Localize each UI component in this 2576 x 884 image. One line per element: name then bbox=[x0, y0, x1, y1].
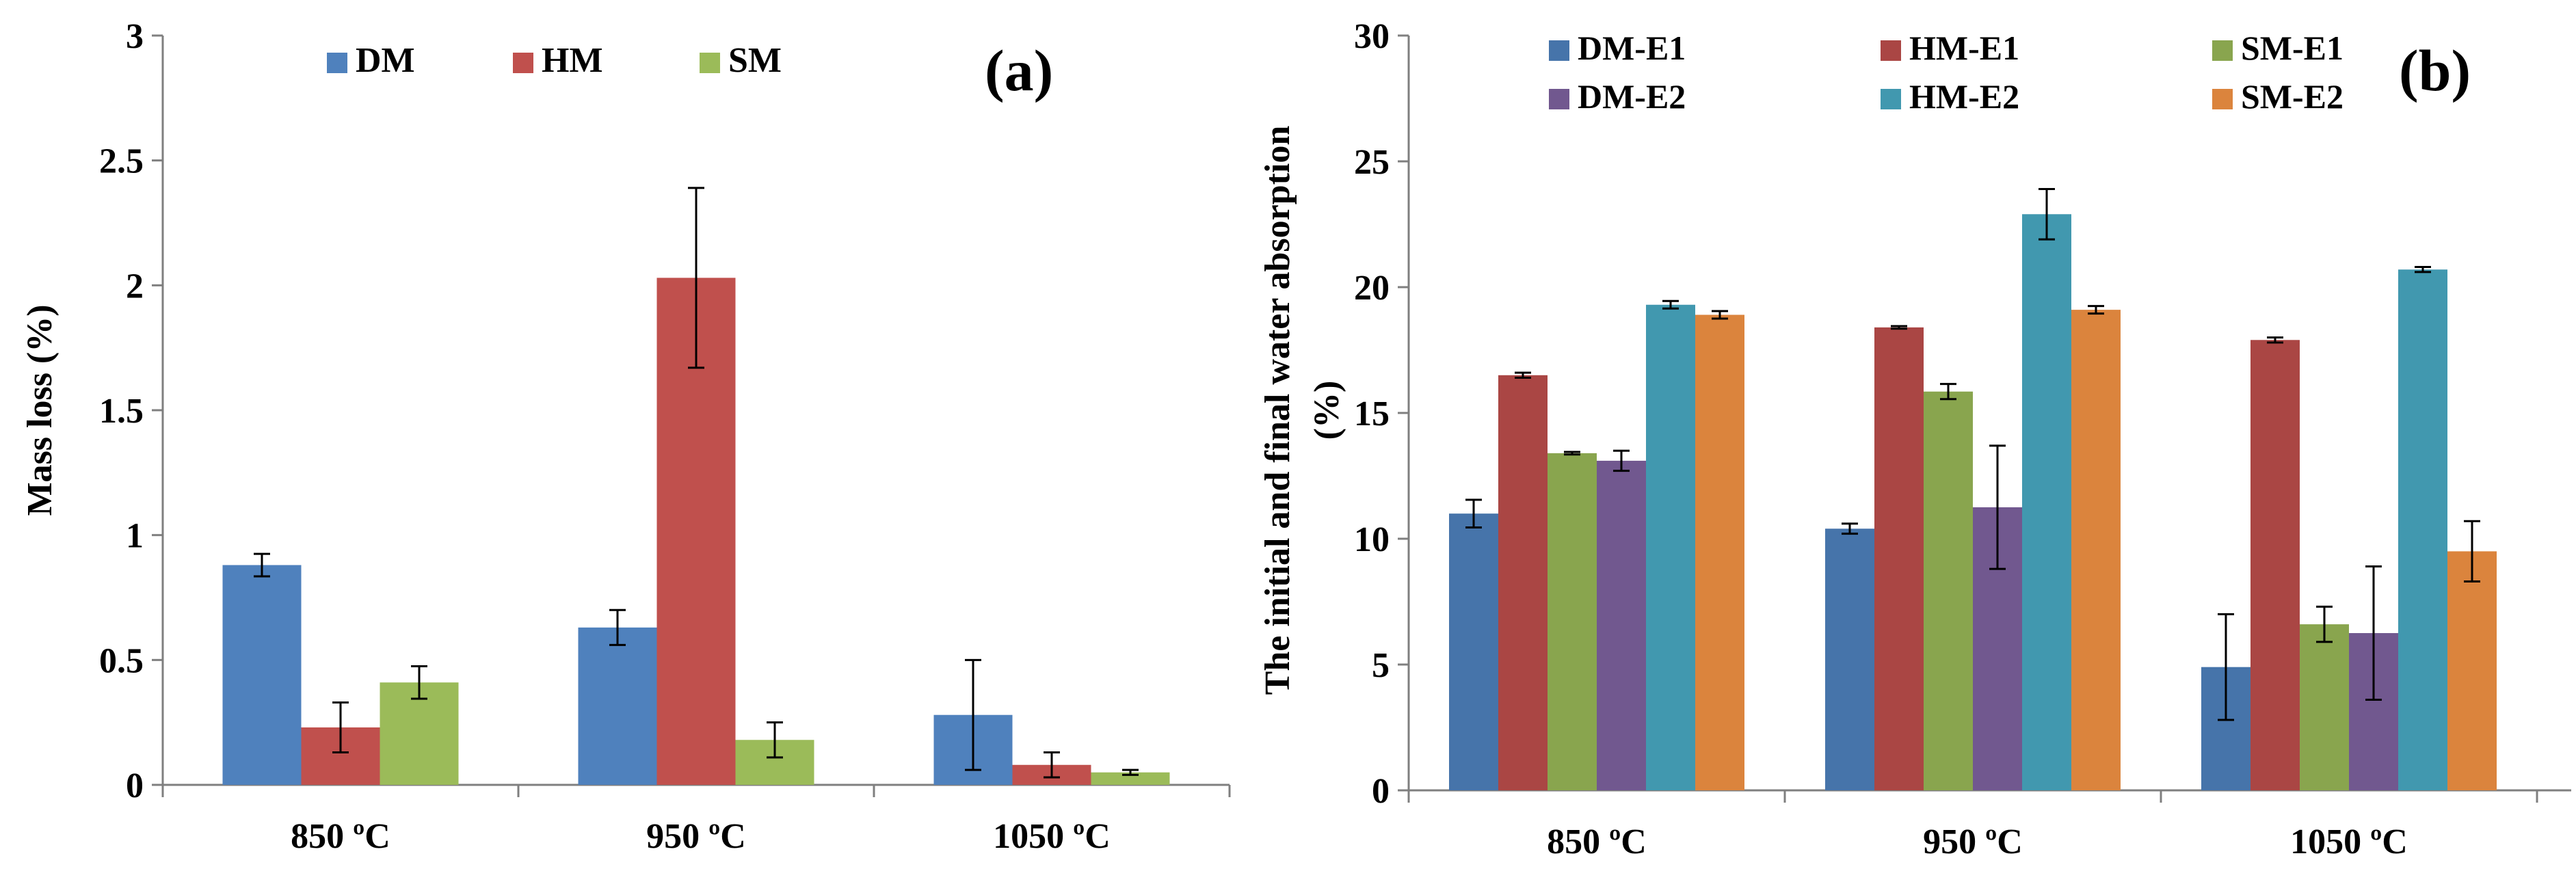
x-tick-label: 950 ºC bbox=[1923, 822, 2023, 861]
legend-swatch-sm-e2 bbox=[2212, 89, 2233, 109]
x-tick-label: 1050 ºC bbox=[993, 817, 1111, 856]
bar-hm-e2-0 bbox=[1646, 304, 1695, 790]
x-tick-label: 1050 ºC bbox=[2290, 822, 2408, 861]
legend-swatch-dm bbox=[327, 53, 347, 73]
legend-swatch-hm-e1 bbox=[1881, 40, 1901, 61]
bar-dm-e1-0 bbox=[1449, 513, 1498, 790]
bar-sm-e1-2 bbox=[2300, 624, 2349, 790]
legend-swatch-hm bbox=[513, 53, 533, 73]
legend: DM HM SM bbox=[327, 41, 782, 80]
x-tick-label: 850 ºC bbox=[291, 817, 390, 856]
bar-hm-e1-1 bbox=[1874, 327, 1924, 790]
y-tick-label: 2 bbox=[126, 267, 144, 306]
y-tick-label: 5 bbox=[1372, 646, 1390, 685]
legend-swatch-dm-e2 bbox=[1549, 89, 1569, 109]
legend-swatch-sm-e1 bbox=[2212, 40, 2233, 61]
legend-label-hm-e1: HM-E1 bbox=[1909, 29, 2019, 67]
legend-swatch-dm-e1 bbox=[1549, 40, 1569, 61]
y-tick-label: 2.5 bbox=[99, 142, 144, 181]
y-axis-title: (%) bbox=[1307, 381, 1346, 440]
y-tick-label: 1 bbox=[126, 517, 144, 556]
legend: DM-E1 HM-E1 SM-E1 DM-E2 HM-E2 SM-E2 bbox=[1549, 29, 2343, 116]
bar-sm-e2-0 bbox=[1695, 314, 1744, 791]
y-axis-title: Mass loss (%) bbox=[21, 304, 59, 515]
y-tick-label: 3 bbox=[126, 17, 144, 56]
legend-swatch-sm bbox=[700, 53, 720, 73]
y-tick-label: 1.5 bbox=[99, 392, 144, 431]
bar-dm-e1-1 bbox=[1825, 528, 1874, 790]
y-tick-label: 20 bbox=[1354, 269, 1390, 308]
y-tick-label: 0 bbox=[1372, 772, 1390, 811]
y-tick-label: 25 bbox=[1354, 143, 1390, 182]
y-tick-label: 30 bbox=[1354, 17, 1390, 56]
legend-label-hm-e2: HM-E2 bbox=[1909, 77, 2019, 116]
y-axis-title: The initial and final water absorption bbox=[1258, 126, 1297, 695]
y-tick-label: 15 bbox=[1354, 394, 1390, 433]
x-tick-label: 950 ºC bbox=[646, 817, 746, 856]
panel-label: (a) bbox=[985, 38, 1053, 103]
bar-dm-1 bbox=[578, 627, 657, 785]
legend-swatch-hm-e2 bbox=[1881, 89, 1901, 109]
y-tick-label: 0.5 bbox=[99, 641, 144, 680]
bar-hm-e1-0 bbox=[1498, 375, 1548, 790]
chart-b: 0 5 10 15 20 25 30 850 ºC 950 ºC 1050 ºC DM-E1 HM-E… bbox=[1258, 17, 2571, 861]
legend-label-dm-e1: DM-E1 bbox=[1578, 29, 1686, 67]
y-tick-label: 10 bbox=[1354, 520, 1390, 559]
legend-label-hm: HM bbox=[542, 41, 603, 80]
y-tick-label: 0 bbox=[126, 766, 144, 805]
legend-label-sm: SM bbox=[728, 41, 782, 80]
bar-hm-e2-2 bbox=[2398, 269, 2447, 790]
bar-dm-0 bbox=[222, 565, 302, 785]
bar-hm-e2-1 bbox=[2022, 214, 2071, 790]
bar-sm-e2-1 bbox=[2071, 310, 2121, 790]
bar-dm-e2-0 bbox=[1597, 460, 1646, 790]
panel-label: (b) bbox=[2399, 38, 2471, 103]
legend-label-dm-e2: DM-E2 bbox=[1578, 77, 1686, 116]
bar-sm-2 bbox=[1091, 772, 1170, 785]
bar-sm-e1-0 bbox=[1548, 453, 1597, 790]
legend-label-dm: DM bbox=[356, 41, 415, 80]
bar-sm-e2-2 bbox=[2447, 551, 2497, 790]
legend-label-sm-e1: SM-E1 bbox=[2241, 29, 2343, 67]
bar-hm-e1-2 bbox=[2250, 340, 2300, 790]
bar-sm-e1-1 bbox=[1924, 391, 1973, 790]
chart-a: 0 0.5 1 1.5 2 2.5 3 850 ºC 950 ºC 1050 ºC DM HM SM Ma… bbox=[21, 17, 1231, 856]
x-tick-label: 850 ºC bbox=[1547, 822, 1647, 861]
legend-label-sm-e2: SM-E2 bbox=[2241, 77, 2343, 116]
